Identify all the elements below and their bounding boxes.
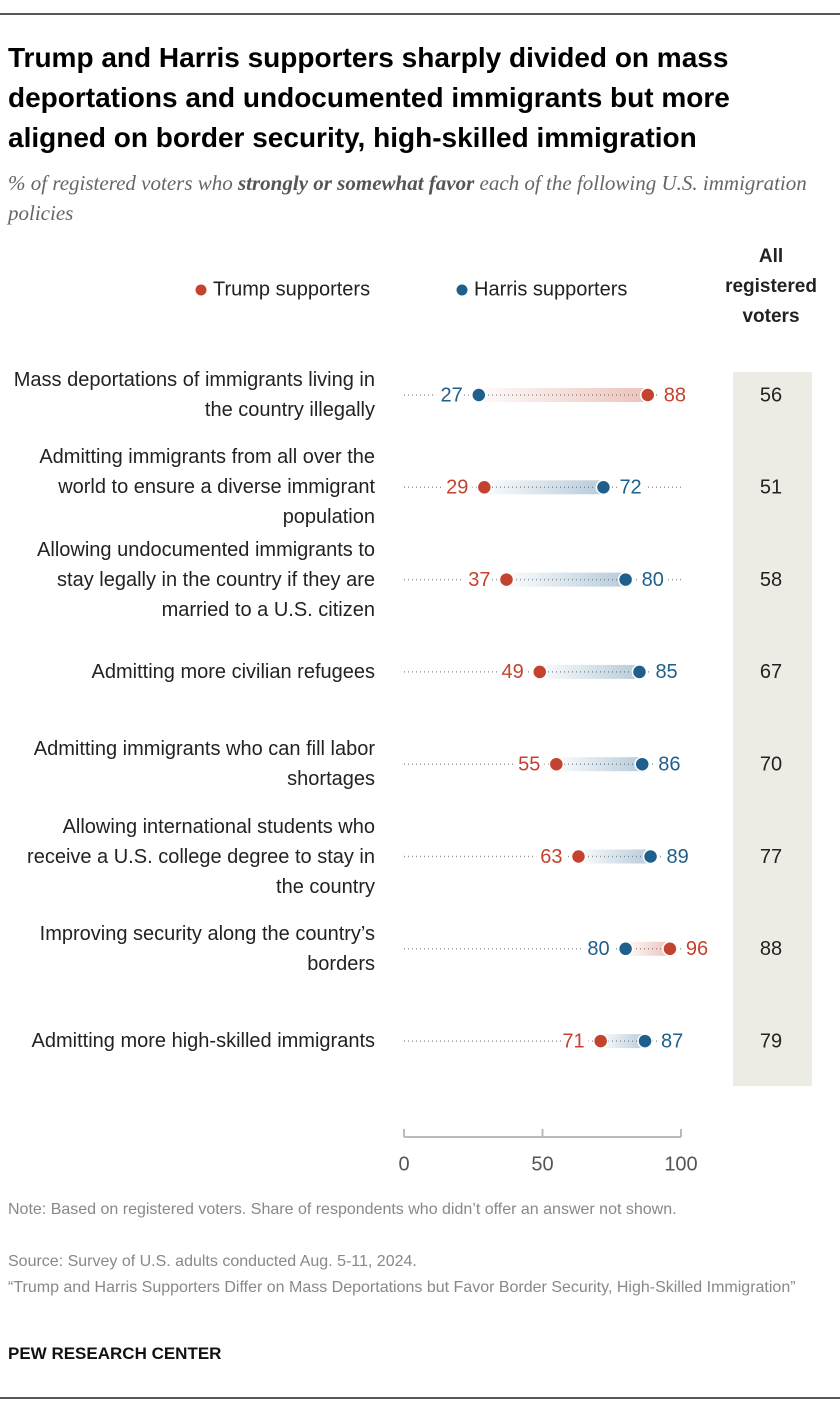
total-value: 58 — [760, 569, 782, 591]
total-header: All registered voters — [725, 246, 817, 327]
gap-bar — [506, 572, 626, 587]
gap-bar — [625, 941, 670, 956]
dot — [476, 479, 493, 496]
legend-marker — [456, 284, 468, 296]
value-label: 89 — [667, 846, 689, 868]
dot — [531, 664, 548, 680]
dot — [617, 941, 634, 957]
x-tick-label: 50 — [531, 1153, 553, 1175]
dot — [634, 756, 650, 772]
value-label: 63 — [540, 846, 562, 868]
citation: “Trump and Harris Supporters Differ on M… — [8, 1279, 796, 1296]
x-tick-label: 0 — [398, 1153, 409, 1175]
credit: PEW RESEARCH CENTER — [8, 1344, 222, 1363]
value-label: 72 — [619, 477, 641, 499]
value-label: 85 — [655, 661, 677, 683]
total-column — [733, 372, 812, 1086]
category-label: Admitting immigrants from all over the w… — [39, 446, 375, 529]
note: Note: Based on registered voters. Share … — [8, 1201, 677, 1218]
dot — [471, 387, 487, 403]
gap-bar — [578, 849, 651, 864]
category-label: Allowing international students who rece… — [27, 815, 375, 898]
gap-bar — [539, 664, 640, 679]
dot — [498, 571, 515, 588]
dot — [662, 941, 678, 957]
subtitle-text: % of registered voters who — [8, 171, 238, 195]
total-value: 51 — [760, 477, 782, 499]
total-value: 56 — [760, 384, 782, 406]
value-label: 88 — [664, 384, 686, 406]
value-label: 87 — [661, 1030, 683, 1052]
gap-bar — [484, 480, 604, 495]
dot — [617, 571, 634, 588]
subtitle-emphasis: strongly or somewhat favor — [238, 171, 475, 195]
value-label: 80 — [587, 938, 609, 960]
category-label: Mass deportations of immigrants living i… — [13, 369, 375, 421]
category-label: Improving security along the country’s b… — [39, 922, 375, 975]
dot — [642, 848, 659, 865]
total-value: 77 — [760, 846, 782, 868]
category-label: Admitting immigrants who can fill labor … — [33, 738, 375, 791]
gap-bar — [600, 1034, 645, 1049]
x-tick-label: 100 — [664, 1153, 697, 1175]
subtitle-text: each of the following U.S. immigration p… — [8, 171, 807, 225]
chart-subtitle: % of registered voters who strongly or s… — [8, 168, 808, 228]
dot — [631, 664, 648, 680]
dot — [548, 756, 565, 772]
chart-title: Trump and Harris supporters sharply divi… — [8, 42, 730, 153]
value-label: 86 — [658, 753, 680, 775]
value-label: 27 — [441, 384, 463, 406]
value-label: 29 — [446, 477, 468, 499]
legend-label: Harris supporters — [474, 278, 627, 300]
dot — [570, 848, 587, 865]
value-label: 37 — [468, 569, 490, 591]
dot — [637, 1033, 653, 1049]
value-label: 96 — [686, 938, 708, 960]
dot — [640, 387, 656, 403]
source: Source: Survey of U.S. adults conducted … — [8, 1253, 417, 1270]
value-label: 55 — [518, 753, 540, 775]
total-value: 67 — [760, 661, 782, 683]
gap-bar — [556, 757, 643, 772]
dot — [592, 1033, 609, 1049]
value-label: 49 — [501, 661, 523, 683]
value-label: 80 — [642, 569, 664, 591]
legend-marker — [195, 284, 207, 296]
value-label: 71 — [562, 1030, 584, 1052]
legend-label: Trump supporters — [213, 278, 370, 300]
dot — [595, 479, 612, 496]
category-label: Admitting more civilian refugees — [91, 660, 375, 683]
total-value: 88 — [760, 938, 782, 960]
total-value: 70 — [760, 753, 782, 775]
category-label: Allowing undocumented immigrants to stay… — [37, 538, 375, 621]
gap-bar — [478, 388, 648, 402]
total-value: 79 — [760, 1030, 782, 1052]
category-label: Admitting more high-skilled immigrants — [31, 1030, 375, 1053]
